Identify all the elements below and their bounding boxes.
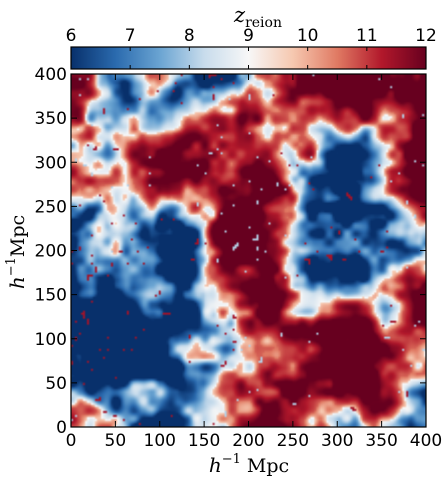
colorbar-tick-label: 11 [356,26,378,46]
x-tick-label: 50 [105,431,127,451]
colorbar-tick-label: 8 [184,26,195,46]
y-axis-ticks: 0 50 100 150 200 250 300 350 400 [35,65,426,438]
x-axis-title-exp: −1 [222,452,241,467]
y-axis-title: h−1Mpc [4,215,29,289]
x-axis-title-unit: Mpc [241,455,289,477]
y-axis-title-main: h [5,276,29,289]
y-tick-label: 50 [45,374,67,394]
colorbar-tick-label: 7 [125,26,136,46]
colorbar-title-var: z [233,3,246,27]
colorbar-tick-labels: 6 7 8 9 10 11 12 [66,26,437,46]
colorbar-tick-label: 9 [243,26,254,46]
colorbar-tick-label: 12 [415,26,437,46]
y-tick-label: 350 [35,109,67,129]
reionization-redshift-map [71,74,426,427]
y-tick-label: 300 [35,153,67,173]
x-tick-label: 400 [410,431,442,451]
x-tick-label: 0 [66,431,77,451]
x-tick-label: 250 [277,431,309,451]
y-tick-label: 150 [35,286,67,306]
y-axis-title-exp: −1 [4,257,19,276]
x-axis-title-main: h [209,453,222,477]
y-tick-label: 100 [35,330,67,350]
x-tick-label: 200 [232,431,264,451]
x-axis-title: h−1 Mpc [209,452,289,477]
colorbar-tick-label: 10 [297,26,319,46]
colorbar-title-sub: reion [245,15,282,31]
y-axis-title-unit: Mpc [7,215,29,257]
y-tick-label: 200 [35,242,67,262]
x-tick-label: 300 [321,431,353,451]
x-tick-label: 150 [188,431,220,451]
y-tick-label: 250 [35,197,67,217]
heatmap-plot [70,73,427,428]
colorbar-ticks [70,47,427,69]
y-tick-label: 0 [56,418,67,438]
y-tick-label: 400 [35,65,67,85]
x-tick-label: 100 [144,431,176,451]
x-axis-ticks: 0 50 100 150 200 250 300 350 400 [66,74,442,451]
colorbar-tick-label: 6 [66,26,77,46]
x-tick-label: 350 [365,431,397,451]
colorbar-title: zreion [233,3,282,31]
